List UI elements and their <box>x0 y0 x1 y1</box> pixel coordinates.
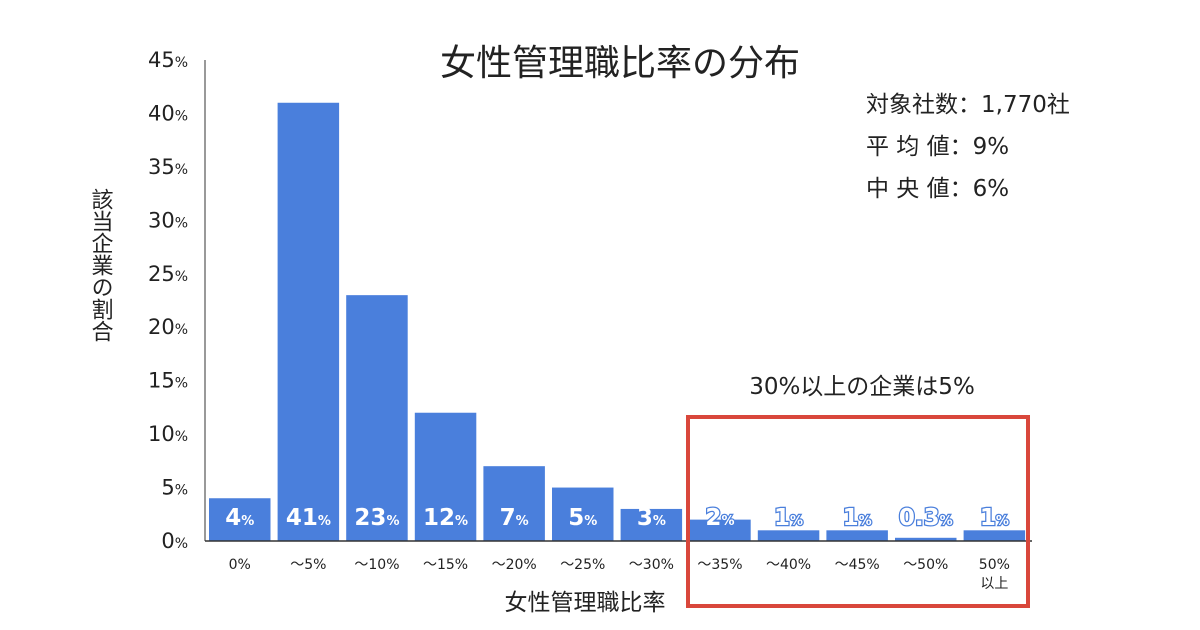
bars: 4% 41% 23% 12% 7% 5% 3% 2% 1% 1% 0.3% 1% <box>209 102 1026 541</box>
y-axis-ticks: 0% 5% 10% 15% 20% 25% 30% 35% 40% 45% <box>148 48 188 553</box>
bar <box>689 519 751 541</box>
x-tick-label: ～40% <box>766 557 811 573</box>
bar-value-label: 1% <box>980 505 1009 531</box>
chart-title: 女性管理職比率の分布 <box>440 43 800 84</box>
bar <box>826 530 888 541</box>
bar <box>620 508 683 541</box>
bar-value-label: 1% <box>843 505 872 531</box>
y-tick-label: 20% <box>148 315 188 339</box>
bar <box>757 530 820 541</box>
bar-value-label: 2% <box>705 505 734 531</box>
x-tick-label: ～25% <box>560 557 605 573</box>
bar <box>963 530 1026 541</box>
callout-text: 30%以上の企業は5% <box>749 374 975 400</box>
y-tick-label: 35% <box>148 155 188 179</box>
x-tick-label: ～15% <box>423 557 468 573</box>
y-tick-label: 15% <box>148 369 188 393</box>
bar <box>209 498 271 541</box>
bar-value-label: 23% <box>354 505 399 531</box>
bar <box>277 102 340 541</box>
y-tick-label: 30% <box>148 208 188 232</box>
y-tick-label: 45% <box>148 48 188 72</box>
x-tick-label: ～50% <box>903 557 948 573</box>
x-tick-label: ～20% <box>492 557 537 573</box>
bar-value-label: 0.3% <box>899 505 953 531</box>
bar-value-label: 5% <box>568 505 597 531</box>
y-axis-label: 該当企業の割合 <box>88 188 114 342</box>
x-tick-label: ～30% <box>629 557 674 573</box>
y-tick-label: 10% <box>148 422 188 446</box>
stat-line: 平 均 値：9% <box>866 134 1009 160</box>
bar-value-label: 3% <box>637 505 666 531</box>
y-tick-label: 0% <box>161 529 188 553</box>
highlight-box <box>686 415 1030 608</box>
bar <box>414 412 477 541</box>
x-tick-label: 以上 <box>980 576 1008 592</box>
stat-line: 中 央 値：6% <box>866 176 1009 202</box>
bar <box>346 295 408 541</box>
x-tick-label: 0% <box>229 557 251 573</box>
y-tick-label: 40% <box>148 101 188 125</box>
x-tick-label: ～10% <box>354 557 399 573</box>
stat-line: 対象社数：1,770社 <box>866 92 1070 118</box>
bar <box>552 487 614 541</box>
x-tick-label: ～5% <box>290 557 326 573</box>
y-tick-label: 5% <box>161 476 188 500</box>
bar <box>483 466 545 541</box>
y-tick-label: 25% <box>148 262 188 286</box>
x-axis-label: 女性管理職比率 <box>505 590 666 616</box>
x-tick-label: 50% <box>979 557 1010 573</box>
bar-value-label: 1% <box>774 505 803 531</box>
bar <box>895 537 957 541</box>
x-tick-label: ～45% <box>835 557 880 573</box>
x-tick-label: ～35% <box>697 557 742 573</box>
x-axis-tick-labels: 0% ～5% ～10% ～15% ～20% ～25% ～30% ～35% ～40% ～45% ～50… <box>229 557 1010 592</box>
